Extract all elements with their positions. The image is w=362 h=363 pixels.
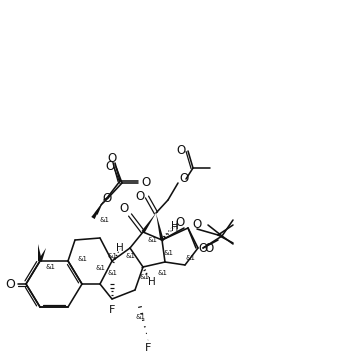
Text: &1: &1	[125, 253, 135, 259]
Text: &1: &1	[140, 274, 150, 280]
Text: O: O	[205, 241, 214, 254]
Text: H: H	[148, 277, 156, 287]
Text: O: O	[198, 241, 208, 254]
Polygon shape	[91, 205, 101, 219]
Text: &1: &1	[107, 270, 117, 276]
Text: &1: &1	[95, 265, 105, 271]
Text: O: O	[192, 219, 202, 232]
Text: O: O	[180, 172, 189, 185]
Text: F: F	[109, 305, 115, 315]
Text: &1: &1	[163, 250, 173, 256]
Text: &1: &1	[78, 256, 88, 262]
Text: O: O	[135, 191, 145, 204]
Polygon shape	[142, 213, 156, 233]
Text: O: O	[105, 160, 115, 174]
Text: &1: &1	[99, 217, 109, 223]
Text: O: O	[119, 201, 129, 215]
Text: O: O	[175, 216, 185, 228]
Text: &1: &1	[148, 237, 158, 243]
Polygon shape	[156, 213, 164, 240]
Text: O: O	[142, 176, 151, 189]
Polygon shape	[38, 244, 42, 261]
Text: &1: &1	[157, 270, 167, 276]
Polygon shape	[94, 200, 104, 215]
Text: O: O	[108, 151, 117, 164]
Text: H: H	[116, 243, 124, 253]
Text: H: H	[171, 221, 179, 231]
Text: O: O	[5, 277, 15, 290]
Polygon shape	[38, 248, 46, 262]
Text: O: O	[176, 144, 186, 158]
Text: &1: &1	[45, 264, 55, 270]
Text: F: F	[145, 343, 151, 353]
Text: &1: &1	[108, 253, 118, 259]
Text: H: H	[171, 223, 179, 233]
Text: &1: &1	[135, 314, 145, 320]
Text: &1: &1	[185, 255, 195, 261]
Text: O: O	[102, 192, 111, 204]
